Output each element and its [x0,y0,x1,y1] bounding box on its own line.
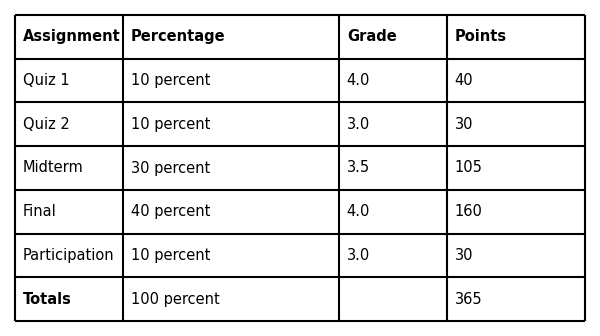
Text: 10 percent: 10 percent [131,117,210,132]
Text: 3.5: 3.5 [347,161,370,175]
Text: 30: 30 [455,248,473,263]
Text: 10 percent: 10 percent [131,248,210,263]
Text: Quiz 1: Quiz 1 [23,73,70,88]
Text: Midterm: Midterm [23,161,83,175]
Text: Assignment: Assignment [23,30,121,44]
Text: 3.0: 3.0 [347,117,370,132]
Text: 40 percent: 40 percent [131,204,210,219]
Text: Grade: Grade [347,30,397,44]
Text: 4.0: 4.0 [347,204,370,219]
Text: 105: 105 [455,161,482,175]
Text: Totals: Totals [23,292,71,306]
Text: 40: 40 [455,73,473,88]
Text: 3.0: 3.0 [347,248,370,263]
Text: 4.0: 4.0 [347,73,370,88]
Text: Percentage: Percentage [131,30,226,44]
Text: 30: 30 [455,117,473,132]
Text: Final: Final [23,204,56,219]
Text: 160: 160 [455,204,482,219]
Text: 10 percent: 10 percent [131,73,210,88]
Text: Points: Points [455,30,507,44]
Text: 100 percent: 100 percent [131,292,220,306]
Text: 30 percent: 30 percent [131,161,210,175]
Text: Participation: Participation [23,248,115,263]
Text: 365: 365 [455,292,482,306]
Text: Quiz 2: Quiz 2 [23,117,70,132]
